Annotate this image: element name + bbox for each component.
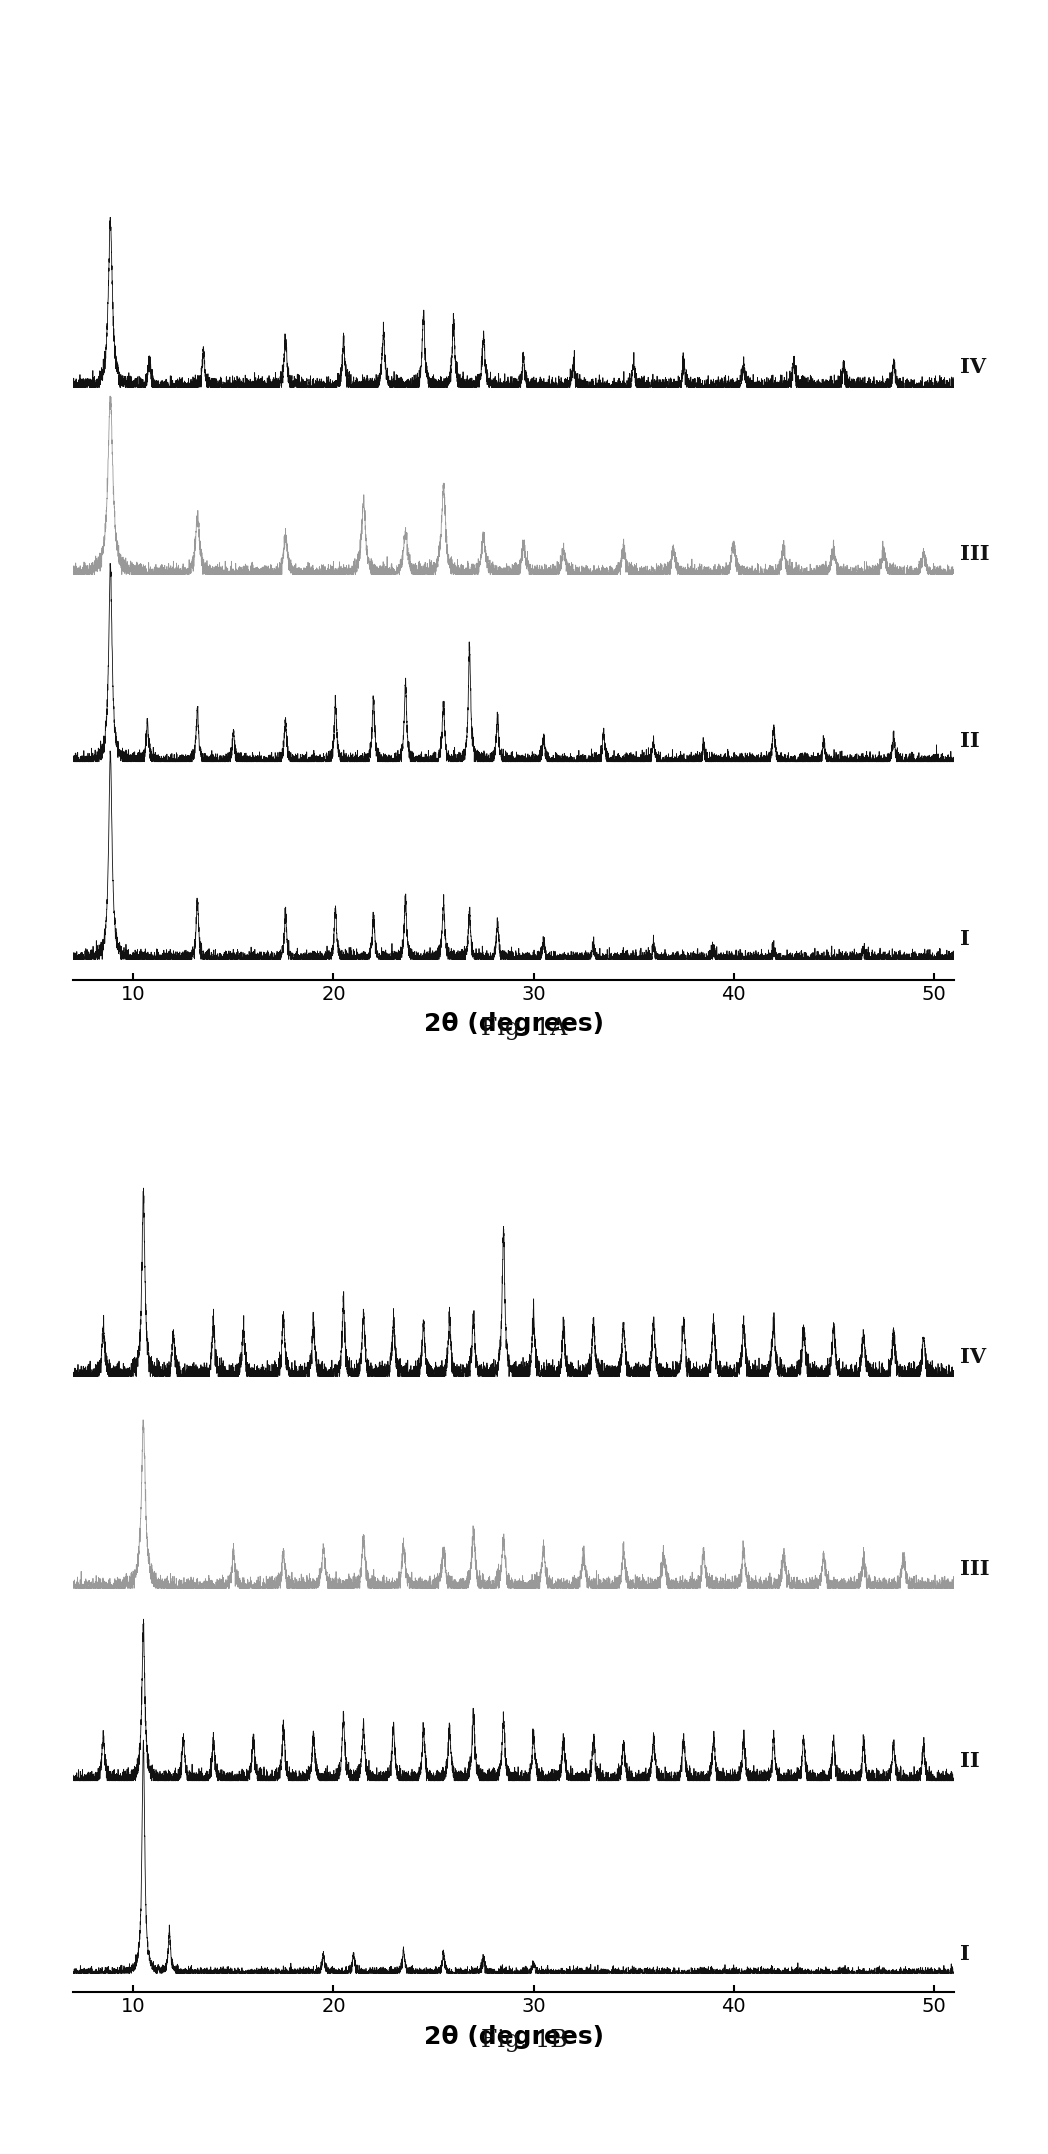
Text: IV: IV <box>960 1346 986 1368</box>
Text: Fig. 1A: Fig. 1A <box>481 1017 567 1040</box>
Text: II: II <box>960 732 980 752</box>
X-axis label: 2θ (degrees): 2θ (degrees) <box>423 2025 604 2048</box>
Text: IV: IV <box>960 358 986 377</box>
X-axis label: 2θ (degrees): 2θ (degrees) <box>423 1012 604 1036</box>
Text: II: II <box>960 1751 980 1771</box>
Text: I: I <box>960 1943 969 1964</box>
Text: Fig. 1B: Fig. 1B <box>481 2029 567 2053</box>
Text: III: III <box>960 1559 989 1579</box>
Text: I: I <box>960 928 969 950</box>
Text: III: III <box>960 545 989 564</box>
